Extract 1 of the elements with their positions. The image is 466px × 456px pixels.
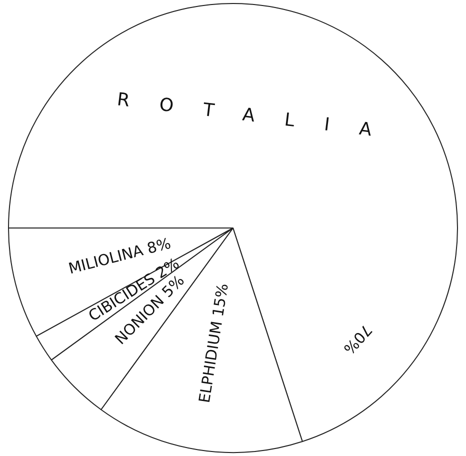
slice-label: ELPHIDIUM 15% <box>195 282 232 404</box>
